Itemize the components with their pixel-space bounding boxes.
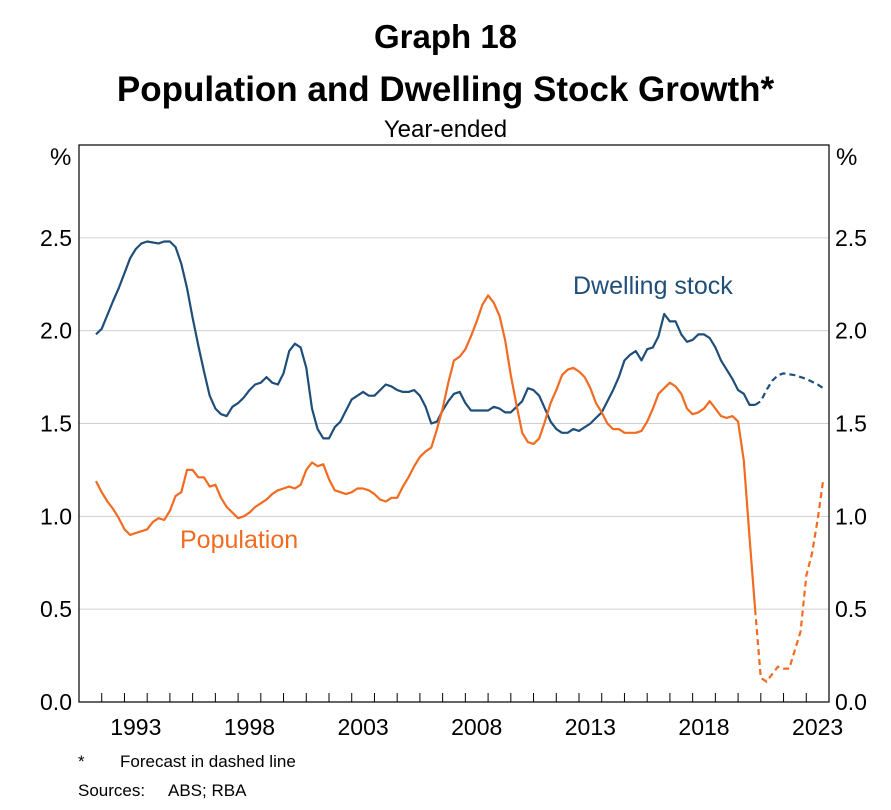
chart-subtitle: Year-ended — [383, 116, 508, 143]
chart-title: Population and Dwelling Stock Growth* — [116, 70, 775, 109]
y-tick-label-left: 1.5 — [40, 411, 72, 437]
series-layer — [95, 240, 825, 684]
dwelling-stock-forecast-line — [754, 372, 824, 406]
sources-label: Sources: — [78, 781, 146, 800]
y-tick-label-left: 2.0 — [40, 318, 72, 344]
axes: 0.0 0.0 0.5 0.5 1.0 1.0 1.5 1.5 2.0 2.0 2.5 2.5 1993… — [40, 225, 867, 740]
x-tick-label: 1998 — [224, 714, 275, 740]
footnote-forecast-note: Forecast in dashed line — [120, 752, 296, 771]
gridlines — [79, 237, 829, 610]
dwelling-stock-line — [95, 240, 756, 440]
y-tick-label-right: 0.0 — [835, 689, 867, 715]
y-tick-label-right: 1.5 — [835, 411, 867, 437]
y-tick-label-left: 0.5 — [40, 596, 72, 622]
y-tick-label-right: 2.5 — [835, 225, 867, 251]
x-tick-label: 2003 — [338, 714, 389, 740]
x-tick-label: 2008 — [451, 714, 502, 740]
y-tick-label-left: 0.0 — [40, 689, 72, 715]
population-forecast-line — [754, 479, 825, 684]
y-tick-label-right: 1.0 — [835, 503, 867, 529]
y-unit-left: % — [50, 144, 71, 171]
footnote-star: * — [78, 752, 85, 771]
population-label: Population — [180, 526, 298, 554]
population-line — [95, 294, 757, 610]
x-tick-label: 2013 — [565, 714, 616, 740]
graph-number: Graph 18 — [373, 18, 518, 55]
dwelling-stock-label: Dwelling stock — [573, 272, 733, 300]
y-tick-label-right: 0.5 — [835, 596, 867, 622]
y-unit-right: % — [836, 144, 857, 171]
x-tick-label: 2018 — [678, 714, 729, 740]
sources-text: ABS; RBA — [168, 781, 247, 800]
y-tick-label-left: 2.5 — [40, 225, 72, 251]
y-tick-label-right: 2.0 — [835, 318, 867, 344]
y-tick-label-left: 1.0 — [40, 503, 72, 529]
plot-frame — [78, 144, 830, 703]
x-tick-label: 2023 — [792, 714, 843, 740]
x-tick-label: 1993 — [110, 714, 161, 740]
